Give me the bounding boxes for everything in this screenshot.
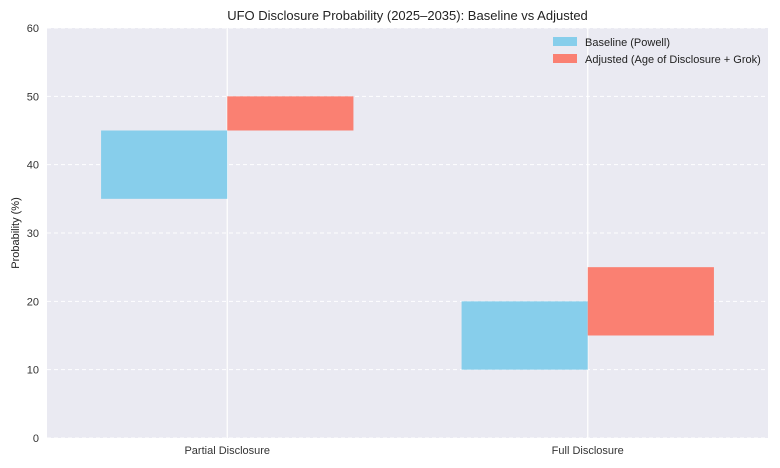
bar-baseline-0 <box>101 130 228 199</box>
y-tick-label: 40 <box>27 160 39 172</box>
chart-title: UFO Disclosure Probability (2025–2035): … <box>227 8 588 23</box>
legend-label: Adjusted (Age of Disclosure + Grok) <box>585 54 761 66</box>
x-tick-label: Full Disclosure <box>552 445 624 457</box>
grid-lines <box>47 27 768 439</box>
y-axis-ticks: 0 10 20 30 40 50 60 <box>27 23 39 445</box>
y-tick-label: 30 <box>27 228 39 240</box>
y-tick-label: 60 <box>27 23 39 35</box>
x-axis-ticks: Partial Disclosure Full Disclosure <box>184 445 623 457</box>
y-tick-label: 20 <box>27 296 39 308</box>
legend-swatch <box>553 37 577 46</box>
bar-baseline-1 <box>461 301 588 370</box>
legend: Baseline (Powell) Adjusted (Age of Disclo… <box>553 37 761 66</box>
x-tick-label: Partial Disclosure <box>184 445 270 457</box>
y-axis-label: Probability (%) <box>10 197 22 269</box>
legend-swatch <box>553 54 577 63</box>
legend-label: Baseline (Powell) <box>585 37 670 49</box>
bars <box>101 96 714 370</box>
y-tick-label: 10 <box>27 365 39 377</box>
y-tick-label: 0 <box>33 433 39 445</box>
bar-adjusted-1 <box>587 267 714 336</box>
bar-adjusted-0 <box>227 96 354 131</box>
y-tick-label: 50 <box>27 91 39 103</box>
